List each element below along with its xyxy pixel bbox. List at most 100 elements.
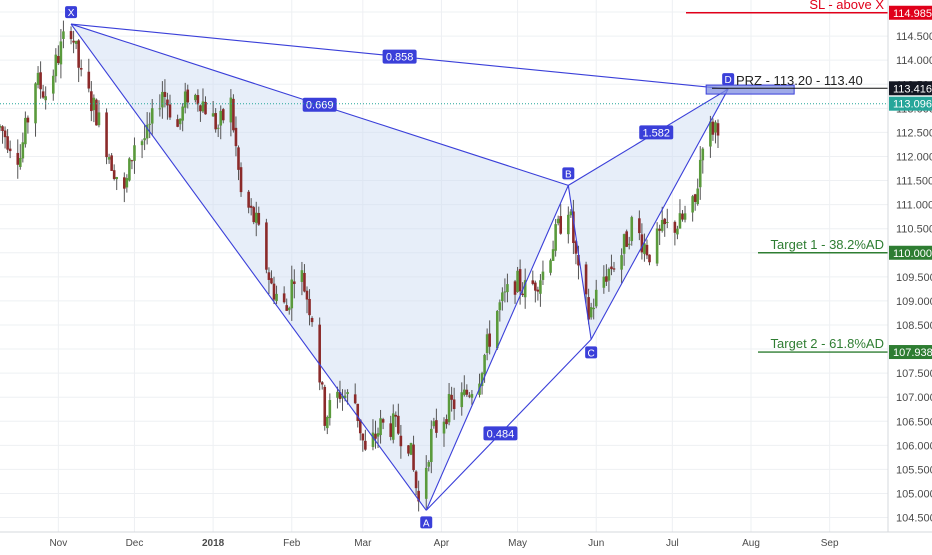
leg-cd <box>590 88 729 340</box>
candle-body <box>252 207 256 223</box>
candle-body <box>389 423 393 437</box>
candle-body <box>143 138 146 141</box>
level-label: Target 1 - 38.2%AD <box>771 237 884 252</box>
candle-body <box>145 124 149 139</box>
candle-body <box>534 282 537 291</box>
candle-body <box>361 433 365 441</box>
candle-body <box>176 119 179 127</box>
candle-body <box>559 216 563 234</box>
candle-body <box>308 298 311 316</box>
point-label-text: A <box>423 518 430 529</box>
candle-body <box>186 89 190 103</box>
candle-body <box>79 68 83 70</box>
candle-body <box>254 212 258 223</box>
candle-body <box>1 126 4 132</box>
candle-body <box>676 228 679 235</box>
time-tick-label: Dec <box>126 538 144 549</box>
candle-body <box>407 445 410 454</box>
candle-body <box>556 218 560 224</box>
level-1: SL - above X <box>686 0 888 14</box>
ratio-label-text: 0.669 <box>306 100 334 112</box>
time-tick-label: Jul <box>666 538 679 549</box>
candle-body <box>239 167 243 193</box>
candle-body <box>59 41 63 65</box>
point-label-x: X <box>65 6 78 19</box>
candle-body <box>18 157 22 167</box>
candle-body <box>683 213 687 220</box>
price-axis[interactable]: 104.500 105.000 105.500 106.000 106.500 107.0… <box>887 0 932 532</box>
candle-body <box>495 310 499 349</box>
ratio-label-box <box>302 97 337 112</box>
price-tick-label: 108.500 <box>896 320 932 332</box>
candle-body <box>427 462 431 467</box>
price-tick-label: 106.000 <box>896 440 932 452</box>
candle-body <box>587 297 590 320</box>
candle-body <box>655 228 659 264</box>
candle-body <box>574 241 578 254</box>
candle-body <box>681 213 684 220</box>
candle-body <box>374 433 377 439</box>
candle-body <box>293 281 296 284</box>
point-label-box <box>562 167 575 180</box>
candle-body <box>376 433 380 437</box>
candle-body <box>584 264 588 295</box>
ratio-label-box <box>382 49 417 64</box>
ratio-label: 1.582 <box>639 125 674 140</box>
ratio-label-text: 1.582 <box>642 127 670 139</box>
candle-body <box>521 293 524 296</box>
candle-body <box>391 413 395 440</box>
price-tick-label: 112.000 <box>896 151 932 163</box>
candle-body <box>214 113 217 130</box>
candle-body <box>105 112 108 158</box>
price-tag-box <box>889 5 932 20</box>
candle-body <box>282 293 286 303</box>
candle-body <box>541 271 545 280</box>
ratio-label: 0.484 <box>483 426 518 441</box>
candle-body <box>602 276 606 288</box>
ratio-label-box <box>639 125 674 140</box>
candle-body <box>397 415 400 434</box>
candle-body <box>51 75 55 94</box>
point-label-text: B <box>565 169 572 180</box>
candle-body <box>691 196 694 213</box>
candle-body <box>465 389 469 395</box>
candle-body <box>21 142 25 159</box>
diag-ac <box>425 339 592 511</box>
candle-body <box>460 392 464 408</box>
time-tick-label: Feb <box>283 538 301 549</box>
candle-body <box>516 270 519 292</box>
candle-body <box>216 127 220 129</box>
candle-body <box>513 281 517 295</box>
price-tick-label: 111.000 <box>896 200 932 212</box>
harmonic-pattern: X A B C D 0.858 0.669 1.582 0.484 PRZ - 113.20 - … <box>65 6 888 529</box>
price-tick-label: 114.500 <box>896 31 932 43</box>
time-axis[interactable]: Nov Dec 2018 Feb Mar Apr May Jun Jul Aug Sep <box>0 531 932 549</box>
price-tag-text: 113.416 <box>893 83 932 95</box>
candle-body <box>115 177 119 180</box>
candle-body <box>110 155 113 171</box>
price-tick-label: 107.000 <box>896 392 932 404</box>
candle-body <box>627 243 631 246</box>
price-tick-label: 112.500 <box>896 127 932 139</box>
candle-body <box>158 108 162 110</box>
candle-body <box>488 333 491 347</box>
candle-body <box>74 40 78 44</box>
candle-body <box>480 373 484 387</box>
candle-body <box>643 243 646 254</box>
candle-body <box>589 307 593 318</box>
time-tick-label: Apr <box>434 538 450 549</box>
candle-body <box>219 110 223 126</box>
candle-body <box>640 234 644 253</box>
ratio-label-text: 0.484 <box>487 428 515 440</box>
candle-body <box>130 160 134 162</box>
candle-body <box>594 289 598 307</box>
candle-body <box>290 279 294 309</box>
point-label-text: C <box>588 348 595 359</box>
candle-body <box>39 72 42 90</box>
candle-body <box>432 421 436 427</box>
candle-body <box>44 96 47 101</box>
candle-body <box>204 101 207 115</box>
candle-body <box>701 148 705 161</box>
